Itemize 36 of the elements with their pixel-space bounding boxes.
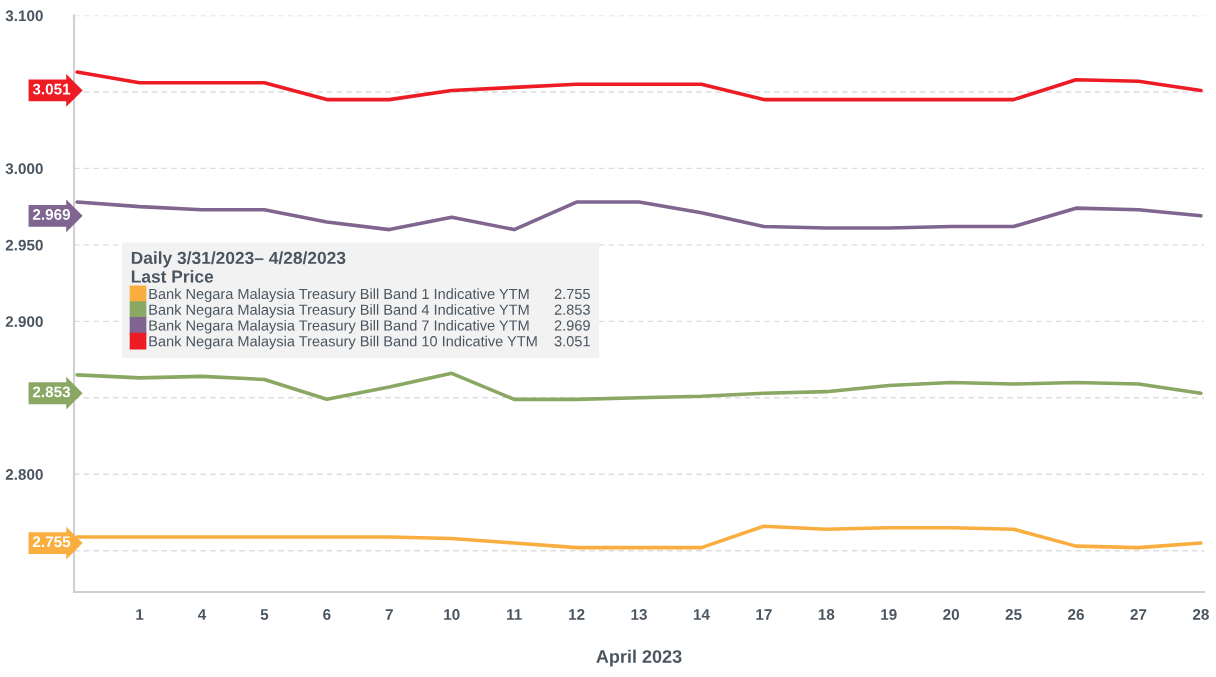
x-tick-label: 28 xyxy=(1192,609,1209,620)
x-tick-label: 17 xyxy=(756,609,772,620)
legend-label: Bank Negara Malaysia Treasury Bill Band 1 Indicative YTM 2.755 xyxy=(149,288,590,302)
x-tick-label: 7 xyxy=(385,609,393,620)
x-tick-label: 27 xyxy=(1130,609,1147,620)
x-tick-label: 6 xyxy=(323,609,331,620)
y-tick-label: 2.800 xyxy=(5,469,43,480)
line-series xyxy=(75,70,1203,102)
text: 2.755 xyxy=(32,536,71,548)
line-series xyxy=(75,371,1203,402)
x-tick-label: 14 xyxy=(693,609,710,620)
line-series xyxy=(75,200,1203,232)
y-tick-label: 3.100 xyxy=(5,10,43,22)
x-tick-label: 18 xyxy=(818,609,835,620)
legend-label: Bank Negara Malaysia Treasury Bill Band 4 Indicative YTM 2.853 xyxy=(149,304,590,318)
text: 2.853 xyxy=(32,386,71,398)
x-tick-label: 13 xyxy=(631,609,647,620)
x-tick-label: 12 xyxy=(569,609,585,620)
x-tick-label: 5 xyxy=(260,609,269,620)
y-tick-label: 3.000 xyxy=(5,163,43,175)
legend-title: Daily 3/31/2023– 4/28/2023 Last Price xyxy=(131,251,346,283)
y-tick-label: 2.950 xyxy=(5,239,43,251)
x-tick-label: 19 xyxy=(881,609,897,620)
x-tick-label: 11 xyxy=(507,609,522,620)
x-tick-label: 25 xyxy=(1005,609,1022,620)
legend-label: Bank Negara Malaysia Treasury Bill Band 10 Indicative YTM 3.051 xyxy=(149,335,590,350)
text: 2.969 xyxy=(32,209,71,220)
legend-label: Bank Negara Malaysia Treasury Bill Band 7 Indicative YTM 2.969 xyxy=(149,319,590,334)
x-tick-label: 4 xyxy=(197,609,207,620)
x-tick-label: 1 xyxy=(136,609,144,620)
text: 3.051 xyxy=(32,83,71,95)
x-tick-label: 26 xyxy=(1068,609,1084,620)
x-tick-label: 20 xyxy=(943,609,960,620)
x-axis-title: April 2023 xyxy=(596,649,682,667)
x-tick-label: 10 xyxy=(444,609,460,620)
y-tick-label: 2.900 xyxy=(5,316,43,328)
